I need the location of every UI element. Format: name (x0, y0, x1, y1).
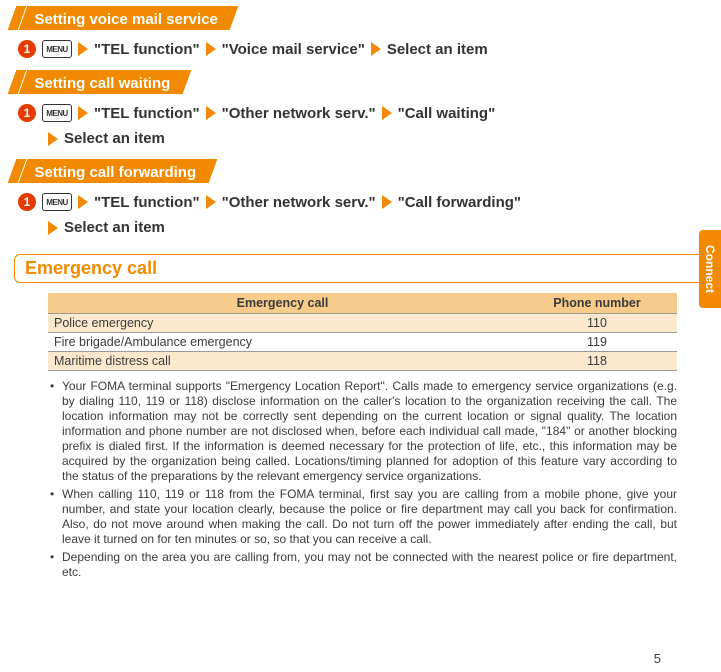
step-text: Select an item (64, 219, 165, 236)
emergency-title-box: Emergency call (14, 254, 705, 283)
section-header-voicemail: Setting voice mail service (12, 6, 713, 30)
arrow-icon (48, 132, 58, 146)
note-item: Your FOMA terminal supports "Emergency L… (48, 379, 677, 484)
step-text: "Call forwarding" (398, 194, 521, 211)
step-text: "TEL function" (94, 41, 200, 58)
cell-name: Maritime distress call (48, 352, 517, 371)
step-text: "TEL function" (94, 105, 200, 122)
cell-name: Police emergency (48, 314, 517, 333)
step-text: Select an item (387, 41, 488, 58)
table-row: Police emergency 110 (48, 314, 677, 333)
step-row-callwaiting: 1 MENU "TEL function" "Other network ser… (12, 100, 713, 155)
step-number: 1 (18, 40, 36, 58)
arrow-icon (78, 195, 88, 209)
cell-number: 119 (517, 333, 677, 352)
step-text: "Other network serv." (222, 194, 376, 211)
arrow-icon (371, 42, 381, 56)
section-header-callwaiting: Setting call waiting (12, 70, 713, 94)
table-col-number: Phone number (517, 293, 677, 314)
section-title: Setting call forwarding (35, 164, 197, 181)
emergency-table-wrap: Emergency call Phone number Police emerg… (48, 293, 677, 371)
step-row-callforward: 1 MENU "TEL function" "Other network ser… (12, 189, 713, 244)
page-number: 5 (654, 651, 661, 666)
arrow-icon (206, 42, 216, 56)
menu-icon: MENU (42, 104, 72, 122)
section-title: Setting voice mail service (35, 11, 218, 28)
step-text: "Voice mail service" (222, 41, 365, 58)
cell-name: Fire brigade/Ambulance emergency (48, 333, 517, 352)
emergency-notes: Your FOMA terminal supports "Emergency L… (48, 379, 677, 580)
step-number: 1 (18, 193, 36, 211)
arrow-icon (206, 106, 216, 120)
emergency-table: Emergency call Phone number Police emerg… (48, 293, 677, 371)
table-row: Maritime distress call 118 (48, 352, 677, 371)
note-item: Depending on the area you are calling fr… (48, 550, 677, 580)
arrow-icon (382, 106, 392, 120)
section-title: Setting call waiting (35, 75, 171, 92)
table-row: Fire brigade/Ambulance emergency 119 (48, 333, 677, 352)
step-text: "Call waiting" (398, 105, 496, 122)
side-tab-label: Connect (703, 245, 717, 293)
step-number: 1 (18, 104, 36, 122)
arrow-icon (78, 42, 88, 56)
step-text: "Other network serv." (222, 105, 376, 122)
menu-icon: MENU (42, 40, 72, 58)
arrow-icon (206, 195, 216, 209)
side-tab-connect: Connect (699, 230, 721, 308)
section-tab: Setting voice mail service (19, 6, 239, 30)
cell-number: 118 (517, 352, 677, 371)
step-text: "TEL function" (94, 194, 200, 211)
section-tab: Setting call forwarding (19, 159, 217, 183)
section-tab: Setting call waiting (19, 70, 192, 94)
cell-number: 110 (517, 314, 677, 333)
main-content: Setting voice mail service 1 MENU "TEL f… (0, 0, 721, 580)
arrow-icon (382, 195, 392, 209)
emergency-title: Emergency call (25, 258, 157, 279)
step-text: Select an item (64, 130, 165, 147)
note-item: When calling 110, 119 or 118 from the FO… (48, 487, 677, 547)
arrow-icon (48, 221, 58, 235)
section-header-callforward: Setting call forwarding (12, 159, 713, 183)
table-col-name: Emergency call (48, 293, 517, 314)
step-row-voicemail: 1 MENU "TEL function" "Voice mail servic… (12, 36, 713, 66)
menu-icon: MENU (42, 193, 72, 211)
arrow-icon (78, 106, 88, 120)
